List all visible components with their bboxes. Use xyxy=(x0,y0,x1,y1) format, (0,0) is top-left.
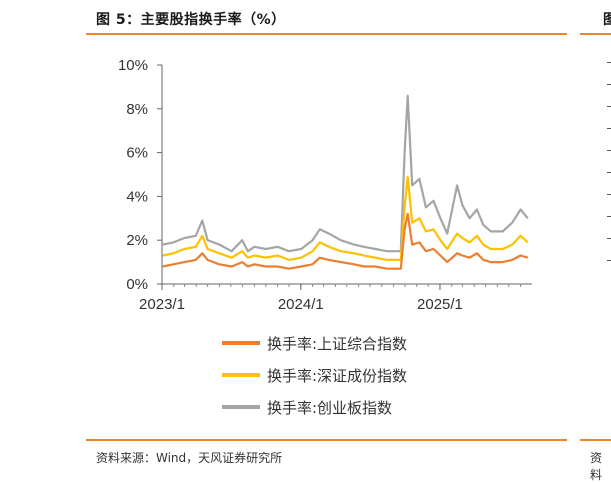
source-note: 资料来源：Wind，天风证券研究所 xyxy=(96,451,283,465)
legend-label-0: 换手率:上证综合指数 xyxy=(267,335,407,353)
series-line-0 xyxy=(162,212,529,270)
next-title-underline xyxy=(580,33,611,35)
x-tick-label: 2024/1 xyxy=(278,296,324,313)
source-rule xyxy=(86,439,567,441)
chart-plot-area xyxy=(162,94,529,270)
next-source-rule xyxy=(580,439,611,441)
title-underline xyxy=(86,33,567,35)
y-tick-label: 2% xyxy=(126,232,148,249)
figure-title: 图 5：主要股指换手率（%） xyxy=(96,12,286,28)
next-figure-title-fragment: 图 xyxy=(603,12,611,28)
next-figure-axis-fragment xyxy=(607,62,611,272)
y-tick-label: 8% xyxy=(126,101,148,118)
legend-label-1: 换手率:深证成份指数 xyxy=(267,367,407,385)
y-tick-label: 10% xyxy=(118,57,148,74)
chart-axes: 0% 2% 4% 6% 8% 10% 2023/1 2024/1 2025/1 xyxy=(118,57,532,313)
x-tick-label: 2023/1 xyxy=(139,296,185,313)
legend-label-2: 换手率:创业板指数 xyxy=(267,399,392,417)
turnover-line-chart: 0% 2% 4% 6% 8% 10% 2023/1 2024/1 2025/1 换手率:上证综合… xyxy=(118,57,532,417)
y-tick-label: 6% xyxy=(126,145,148,162)
series-line-1 xyxy=(162,175,529,261)
y-tick-label: 4% xyxy=(126,188,148,205)
series-line-2 xyxy=(162,94,529,253)
x-tick-label: 2025/1 xyxy=(417,296,463,313)
next-source-note-fragment: 资料 xyxy=(590,451,603,482)
y-tick-label: 0% xyxy=(126,276,148,293)
